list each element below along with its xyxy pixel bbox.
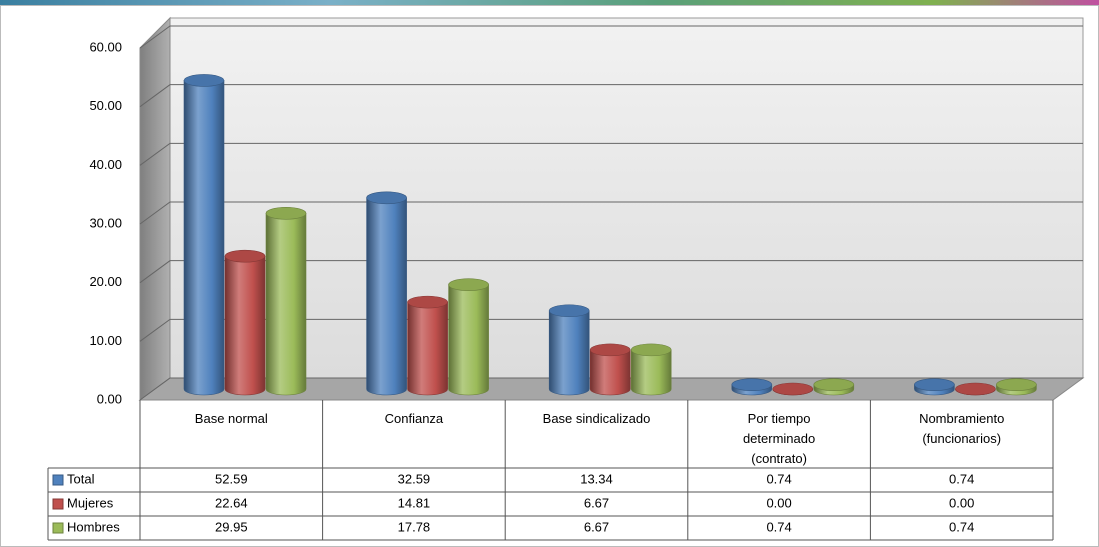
grid-line	[139, 260, 1083, 284]
grid-line	[139, 201, 1083, 225]
bar-top	[548, 304, 590, 318]
bar-top	[955, 382, 996, 396]
y-tick-label: 60.00	[89, 39, 122, 54]
data-label: 0.74	[766, 471, 791, 486]
back-wall	[169, 17, 1084, 379]
grid-line	[139, 84, 1083, 108]
grid-line	[139, 318, 1083, 342]
data-label: 6.67	[584, 519, 609, 534]
bar	[772, 382, 814, 396]
bar	[366, 191, 407, 396]
legend-swatch	[52, 474, 64, 486]
y-tick-label: 40.00	[89, 157, 122, 172]
bar-top	[265, 206, 307, 220]
bar-top	[772, 382, 814, 396]
x-tick-label: Base sindicalizado	[543, 411, 651, 426]
top-band	[0, 0, 1099, 5]
grid-line	[139, 25, 1083, 49]
data-label: 0.00	[949, 495, 974, 510]
bar	[224, 249, 266, 396]
legend-swatch	[52, 522, 64, 534]
legend-label: Hombres	[67, 519, 120, 534]
bar-top	[996, 378, 1037, 391]
legend-swatch	[52, 498, 64, 510]
bar-top	[407, 295, 448, 309]
y-tick-label: 50.00	[89, 98, 122, 113]
bar	[955, 382, 996, 396]
data-label: 17.78	[398, 519, 431, 534]
bar-body	[183, 80, 225, 396]
bar-body	[589, 349, 631, 396]
grid-line	[139, 377, 1083, 401]
data-label: 29.95	[215, 519, 248, 534]
bar-body	[366, 197, 407, 396]
data-label: 32.59	[398, 471, 431, 486]
bar-top	[183, 74, 225, 87]
bar-top	[224, 249, 266, 263]
bar	[183, 74, 225, 396]
bar-body	[224, 255, 266, 396]
y-tick-label: 10.00	[89, 333, 122, 348]
data-label: 22.64	[215, 495, 248, 510]
bar	[407, 295, 448, 396]
data-label: 0.74	[949, 519, 974, 534]
bar	[630, 343, 672, 396]
data-label: 0.74	[949, 471, 974, 486]
grid-line	[139, 142, 1083, 166]
bar	[731, 378, 773, 396]
x-tick-label: Por tiempo determinado (contrato)	[743, 411, 815, 466]
x-tick-label: Confianza	[385, 411, 444, 426]
side-wall	[139, 16, 171, 401]
bar-top	[914, 378, 955, 391]
bar-body	[407, 301, 448, 396]
legend-label: Mujeres	[67, 495, 114, 510]
data-label: 6.67	[584, 495, 609, 510]
bar	[548, 304, 590, 396]
data-label: 0.00	[766, 495, 791, 510]
bar-body	[548, 310, 590, 396]
bar-top	[630, 343, 672, 357]
bar-body	[265, 212, 307, 396]
bar	[914, 378, 955, 396]
y-tick-label: 20.00	[89, 274, 122, 289]
bar-top	[448, 278, 489, 291]
bar-top	[589, 343, 631, 357]
bar	[265, 206, 307, 396]
bar-body	[448, 284, 489, 396]
x-tick-label: Base normal	[195, 411, 268, 426]
bar-top	[731, 378, 773, 391]
y-tick-label: 0.00	[97, 391, 122, 406]
data-label: 14.81	[398, 495, 431, 510]
bar	[448, 278, 489, 396]
x-tick-label: Nombramiento (funcionarios)	[919, 411, 1004, 446]
data-label: 52.59	[215, 471, 248, 486]
data-label: 13.34	[580, 471, 613, 486]
bar	[996, 378, 1037, 396]
data-label: 0.74	[766, 519, 791, 534]
bar-top	[366, 191, 407, 205]
legend-label: Total	[67, 471, 95, 486]
bar	[813, 378, 855, 396]
bar-body	[630, 349, 672, 396]
bar	[589, 343, 631, 396]
bar-top	[813, 378, 855, 391]
y-tick-label: 30.00	[89, 215, 122, 230]
